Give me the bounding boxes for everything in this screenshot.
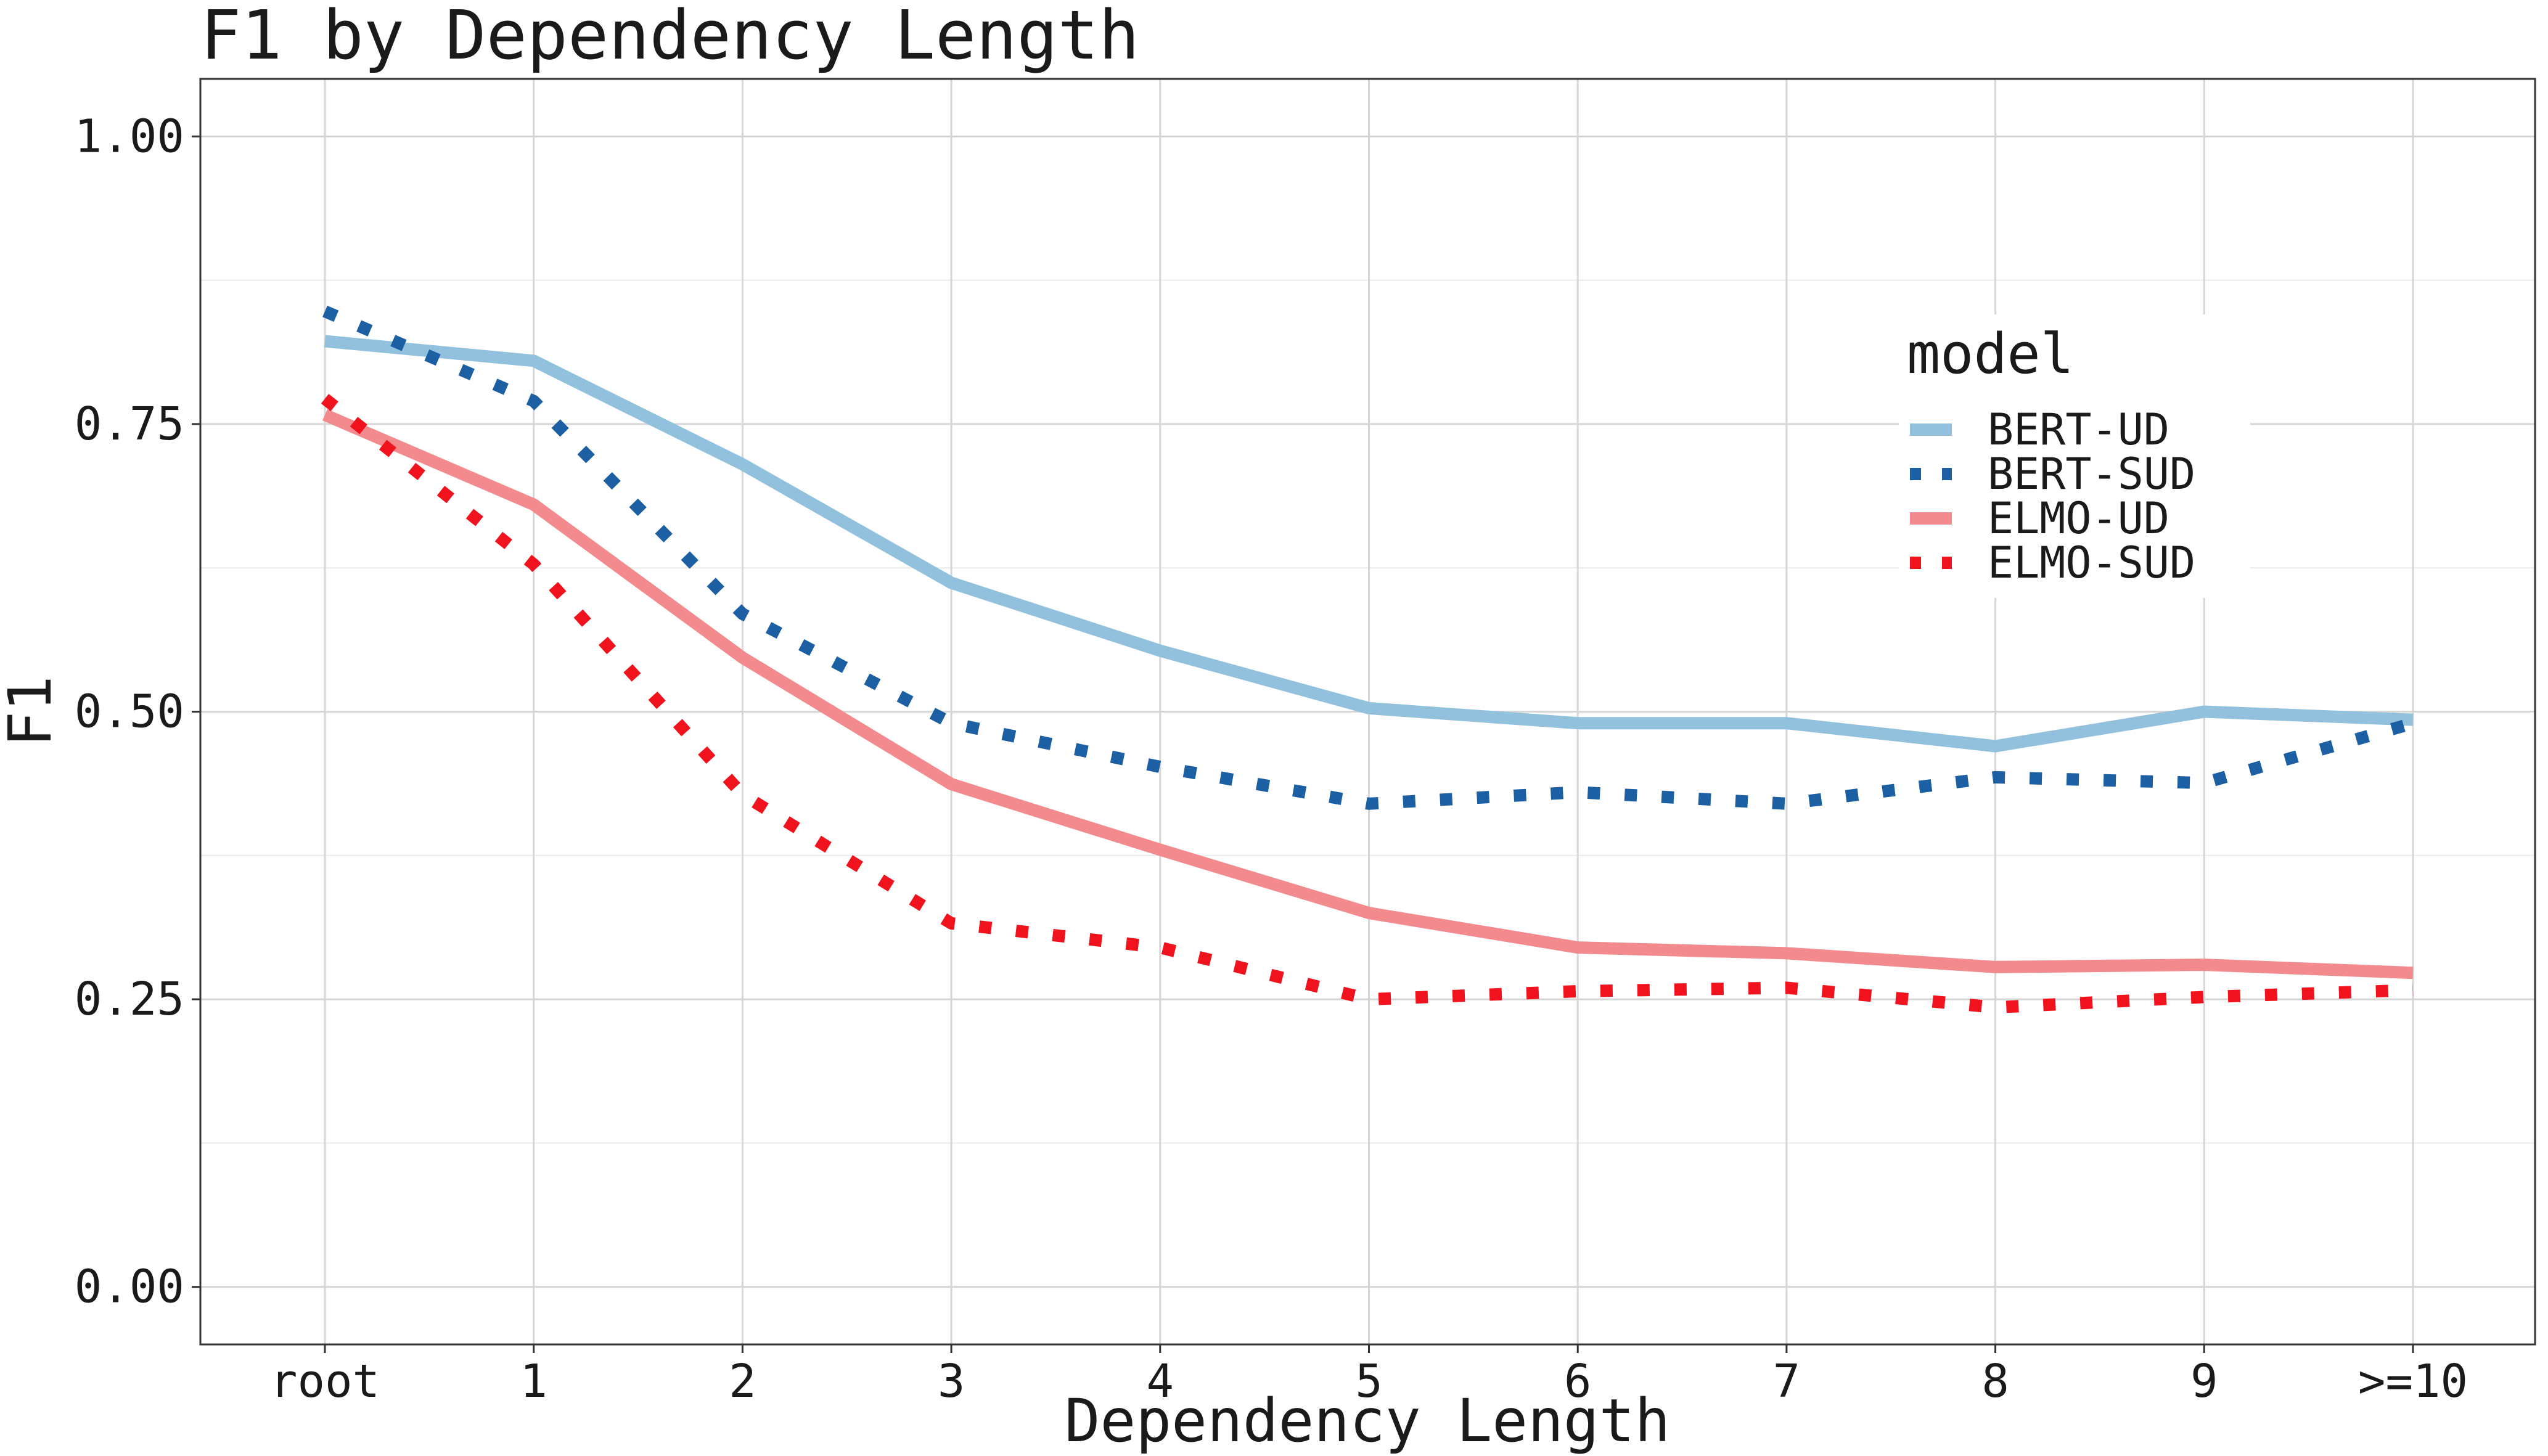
x-tick-label: 6 — [1564, 1355, 1592, 1408]
x-tick-label: 9 — [2190, 1355, 2218, 1408]
legend-label-bert-ud: BERT-UD — [1988, 404, 2169, 455]
y-tick-label: 0.25 — [75, 973, 184, 1026]
legend-title: model — [1907, 322, 2074, 386]
legend-label-elmo-ud: ELMO-UD — [1988, 493, 2169, 544]
series-line-elmo-ud — [322, 409, 2414, 980]
x-axis-title: Dependency Length — [1065, 1386, 1671, 1455]
series-line-bert-ud — [324, 335, 2414, 753]
x-tick-label: root — [270, 1355, 380, 1408]
x-tick-label: 4 — [1147, 1355, 1174, 1408]
legend-label-bert-sud: BERT-SUD — [1988, 449, 2195, 499]
series-line-bert-sud — [322, 305, 2415, 810]
chart-title: F1 by Dependency Length — [200, 0, 1139, 75]
x-tick-label: 1 — [520, 1355, 547, 1408]
x-tick-label: 8 — [1981, 1355, 2009, 1408]
y-tick-label: 1.00 — [75, 110, 184, 163]
x-tick-label: 7 — [1773, 1355, 1801, 1408]
x-tick-label: >=10 — [2358, 1355, 2468, 1408]
series-lines — [321, 305, 2415, 1014]
y-axis-ticks: 0.00 0.25 0.50 0.75 1.00 — [75, 110, 200, 1314]
x-tick-label: 2 — [729, 1355, 756, 1408]
y-tick-label: 0.00 — [75, 1261, 184, 1314]
legend-label-elmo-sud: ELMO-SUD — [1988, 538, 2195, 588]
legend-background — [1899, 314, 2250, 598]
y-tick-label: 0.75 — [75, 398, 184, 451]
y-axis-title: F1 — [0, 676, 65, 747]
x-tick-label: 5 — [1355, 1355, 1383, 1408]
x-axis-ticks: root 1 2 3 4 5 6 7 8 9 >=10 — [270, 1344, 2468, 1408]
x-tick-label: 3 — [938, 1355, 965, 1408]
y-tick-label: 0.50 — [75, 685, 184, 738]
